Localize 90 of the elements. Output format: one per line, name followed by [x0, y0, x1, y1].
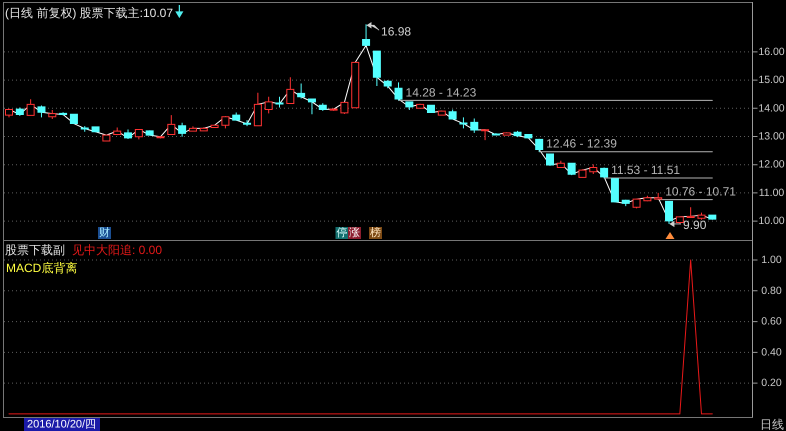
candlestick: [146, 130, 154, 136]
candlestick: [232, 112, 240, 121]
candlestick: [113, 126, 122, 136]
candlestick: [188, 126, 197, 132]
candlestick: [665, 200, 674, 224]
candlestick: [156, 136, 164, 139]
series-label: 14.28 - 14.23: [406, 85, 477, 100]
candlestick: [59, 112, 68, 116]
candlestick: [297, 82, 306, 99]
candlestick: [708, 214, 716, 220]
candlestick: [70, 113, 78, 125]
candlestick: [92, 126, 100, 133]
candlestick: [16, 106, 24, 116]
y-tick-label: 12.00: [758, 158, 785, 171]
chart-title: 股票下载副: [5, 243, 65, 257]
candlestick: [308, 98, 316, 115]
candlestick: [416, 103, 424, 109]
text: 日线: [760, 418, 784, 431]
candlestick: [330, 108, 338, 112]
candlestick: [654, 192, 662, 200]
candlestick: [286, 76, 294, 104]
candlestick: [340, 102, 348, 114]
candlestick: [556, 160, 565, 168]
candlestick: [243, 120, 252, 127]
candlestick: [254, 92, 262, 126]
candlestick: [276, 96, 284, 108]
candlestick: [697, 212, 706, 220]
candlestick: [394, 82, 403, 101]
candlestick: [568, 162, 576, 176]
y-tick-label: 0.80: [761, 284, 782, 297]
candlestick: [264, 96, 273, 114]
candlestick: [37, 104, 46, 118]
candlestick: [481, 129, 490, 141]
candlestick: [459, 116, 468, 129]
candlestick: [514, 130, 522, 138]
candlestick: [502, 132, 511, 136]
candlestick: [167, 114, 176, 136]
candlestick: [524, 134, 532, 139]
series-label: 11.53 - 11.51: [611, 162, 680, 177]
candlestick: [426, 104, 435, 114]
candlestick: [384, 80, 392, 89]
candlestick: [535, 138, 544, 152]
y-tick-label: 13.00: [758, 130, 785, 143]
y-tick-label: 15.00: [758, 74, 785, 86]
annotation: MACD底背离: [6, 261, 78, 275]
y-tick-label: 1.00: [761, 254, 782, 266]
annotation: 9.90: [683, 218, 707, 232]
candlestick: [318, 102, 327, 112]
chart-title: (日线 前复权) 股票下载主:10.07: [5, 6, 174, 20]
candlestick: [200, 126, 208, 132]
candlestick: [686, 206, 695, 218]
y-tick-label: 10.00: [758, 215, 785, 228]
candlestick: [546, 153, 554, 166]
candlestick: [589, 164, 598, 175]
candlestick: [48, 110, 56, 120]
candlestick: [676, 216, 684, 224]
annotation: 16.98: [381, 24, 412, 38]
candlestick: [448, 108, 457, 120]
candlestick: [362, 24, 370, 46]
candlestick: [221, 116, 230, 129]
candlestick: [405, 101, 414, 110]
candlestick: [622, 199, 630, 207]
candlestick: [492, 132, 500, 136]
candlestick: [351, 62, 360, 108]
candlestick: [372, 50, 381, 87]
candlestick: [643, 195, 652, 202]
y-tick-label: 0.60: [761, 316, 782, 328]
text: 2016/10/20/四: [27, 418, 96, 430]
candlestick: [210, 124, 219, 128]
candlestick: [134, 128, 143, 140]
candlestick: [632, 198, 641, 209]
y-tick-label: 0.20: [761, 377, 782, 390]
candlestick: [438, 110, 446, 116]
candlestick: [102, 134, 110, 142]
candlestick: [600, 167, 608, 178]
candlestick: [578, 168, 586, 178]
series-label: 12.46 - 12.39: [546, 136, 618, 151]
candlestick: [178, 122, 186, 138]
candlestick: [26, 98, 35, 116]
y-tick-label: 14.00: [758, 102, 785, 114]
candlestick: [470, 118, 478, 134]
series-label: 10.76 - 10.71: [665, 184, 736, 199]
candlestick: [80, 126, 89, 132]
y-tick-label: 0.40: [761, 346, 782, 358]
candlestick: [610, 178, 619, 203]
y-tick-label: 11.00: [758, 186, 784, 199]
candlestick: [124, 128, 132, 140]
candlestick: [5, 108, 13, 118]
text: 见中大阳追: 0.00: [72, 243, 162, 257]
y-tick-label: 16.00: [758, 46, 785, 58]
